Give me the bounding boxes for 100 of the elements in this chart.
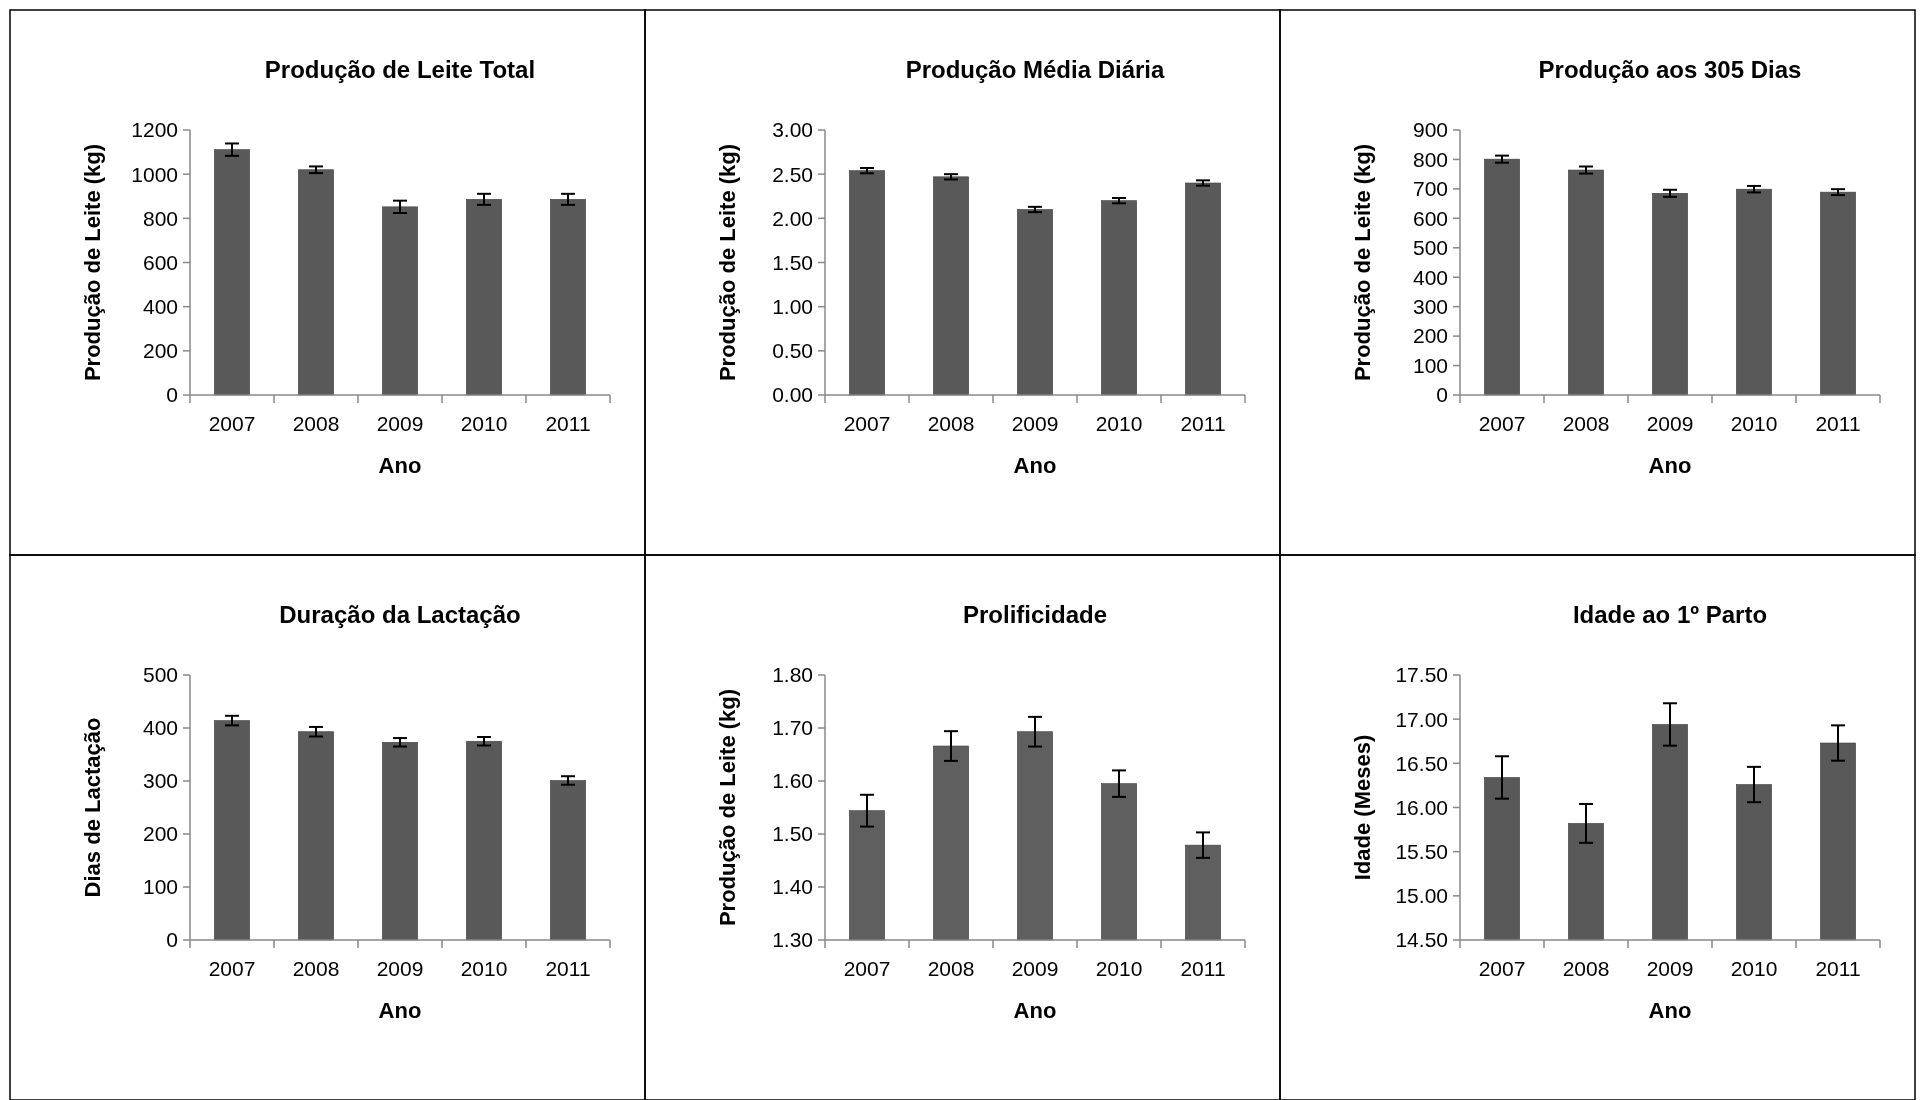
- x-tick-label: 2011: [545, 957, 591, 980]
- y-tick-label: 1.30: [772, 928, 813, 952]
- y-tick-label: 100: [1412, 353, 1448, 377]
- chart-title: Produção de Leite Total: [264, 56, 536, 83]
- x-tick-label: 2009: [1011, 412, 1059, 435]
- y-tick-label: 1.60: [772, 769, 813, 793]
- x-tick-label: 2011: [1180, 412, 1226, 435]
- y-tick-label: 1.50: [772, 250, 813, 274]
- x-tick-label: 2010: [1730, 412, 1778, 435]
- x-tick-label: 2009: [376, 412, 424, 435]
- bar: [1101, 200, 1137, 396]
- y-tick-label: 700: [1412, 177, 1448, 201]
- y-tick-label: 400: [1412, 265, 1448, 289]
- y-tick-label: 300: [1412, 295, 1448, 319]
- bar: [550, 199, 586, 396]
- y-tick-label: 0.00: [772, 383, 813, 407]
- x-axis-title: Ano: [378, 998, 422, 1023]
- bar: [214, 149, 250, 396]
- x-tick-label: 2010: [460, 957, 508, 980]
- y-tick-label: 17.00: [1395, 707, 1448, 731]
- chart-title: Produção Média Diária: [905, 56, 1166, 83]
- x-tick-label: 2010: [1095, 957, 1143, 980]
- x-tick-label: 2008: [1562, 412, 1610, 435]
- bar: [1484, 158, 1520, 396]
- x-tick-label: 2007: [843, 412, 891, 435]
- x-tick-label: 2008: [927, 957, 975, 980]
- x-tick-label: 2009: [376, 957, 424, 980]
- bar: [550, 780, 586, 941]
- y-tick-label: 2.00: [772, 206, 813, 230]
- chart-title: Idade ao 1º Parto: [1572, 601, 1768, 628]
- x-tick-label: 2007: [208, 957, 256, 980]
- y-tick-label: 1.40: [772, 875, 813, 899]
- x-axis-title: Ano: [1013, 998, 1057, 1023]
- y-tick-label: 14.50: [1395, 928, 1448, 952]
- y-tick-label: 500: [142, 663, 178, 687]
- x-tick-label: 2010: [1095, 412, 1143, 435]
- bar: [1820, 191, 1856, 396]
- x-axis-title: Ano: [1013, 453, 1057, 478]
- x-tick-label: 2011: [1815, 957, 1861, 980]
- x-tick-label: 2008: [927, 412, 975, 435]
- x-tick-label: 2007: [1478, 412, 1526, 435]
- x-tick-label: 2010: [460, 412, 508, 435]
- bar: [1185, 182, 1221, 396]
- bar: [382, 742, 418, 941]
- x-tick-label: 2011: [545, 412, 591, 435]
- chart-title: Prolificidade: [962, 601, 1108, 628]
- y-tick-label: 17.50: [1395, 663, 1448, 687]
- bar: [298, 731, 334, 941]
- y-tick-label: 400: [142, 716, 178, 740]
- bar: [298, 169, 334, 396]
- y-tick-label: 800: [1412, 147, 1448, 171]
- y-tick-label: 2.50: [772, 162, 813, 186]
- y-tick-label: 1200: [131, 118, 178, 142]
- bar: [1652, 193, 1688, 396]
- chart-title: Produção aos 305 Dias: [1538, 56, 1802, 83]
- x-tick-label: 2008: [292, 412, 340, 435]
- bar: [1568, 169, 1604, 396]
- y-axis-title: Produção de Leite (kg): [715, 143, 740, 382]
- y-tick-label: 3.00: [772, 118, 813, 142]
- x-tick-label: 2011: [1815, 412, 1861, 435]
- y-tick-label: 16.50: [1395, 751, 1448, 775]
- y-tick-label: 200: [142, 339, 178, 363]
- y-tick-label: 200: [142, 822, 178, 846]
- y-axis-title: Produção de Leite (kg): [715, 688, 740, 927]
- y-tick-label: 1.00: [772, 295, 813, 319]
- y-tick-label: 400: [142, 295, 178, 319]
- x-tick-label: 2007: [208, 412, 256, 435]
- y-axis-title: Idade (Meses): [1350, 734, 1375, 881]
- x-tick-label: 2008: [292, 957, 340, 980]
- bar: [849, 170, 885, 396]
- x-axis-title: Ano: [1648, 998, 1692, 1023]
- bar: [466, 199, 502, 396]
- y-tick-label: 0: [166, 383, 178, 407]
- y-tick-label: 1000: [131, 162, 178, 186]
- x-axis-title: Ano: [378, 453, 422, 478]
- x-tick-label: 2011: [1180, 957, 1226, 980]
- bar: [933, 176, 969, 396]
- bar: [466, 740, 502, 941]
- x-tick-label: 2007: [1478, 957, 1526, 980]
- x-tick-label: 2009: [1011, 957, 1059, 980]
- x-tick-label: 2010: [1730, 957, 1778, 980]
- y-tick-label: 200: [1412, 324, 1448, 348]
- y-tick-label: 900: [1412, 118, 1448, 142]
- bar: [214, 720, 250, 941]
- y-tick-label: 800: [142, 206, 178, 230]
- y-tick-label: 15.50: [1395, 840, 1448, 864]
- y-tick-label: 1.50: [772, 822, 813, 846]
- x-tick-label: 2009: [1646, 412, 1694, 435]
- y-axis-title: Produção de Leite (kg): [1350, 143, 1375, 382]
- y-tick-label: 600: [142, 250, 178, 274]
- x-axis-title: Ano: [1648, 453, 1692, 478]
- x-tick-label: 2008: [1562, 957, 1610, 980]
- y-tick-label: 1.80: [772, 663, 813, 687]
- y-tick-label: 500: [1412, 236, 1448, 260]
- y-tick-label: 0: [1436, 383, 1448, 407]
- y-tick-label: 16.00: [1395, 795, 1448, 819]
- y-tick-label: 0.50: [772, 339, 813, 363]
- y-tick-label: 15.00: [1395, 884, 1448, 908]
- y-tick-label: 1.70: [772, 716, 813, 740]
- bar: [1017, 209, 1053, 396]
